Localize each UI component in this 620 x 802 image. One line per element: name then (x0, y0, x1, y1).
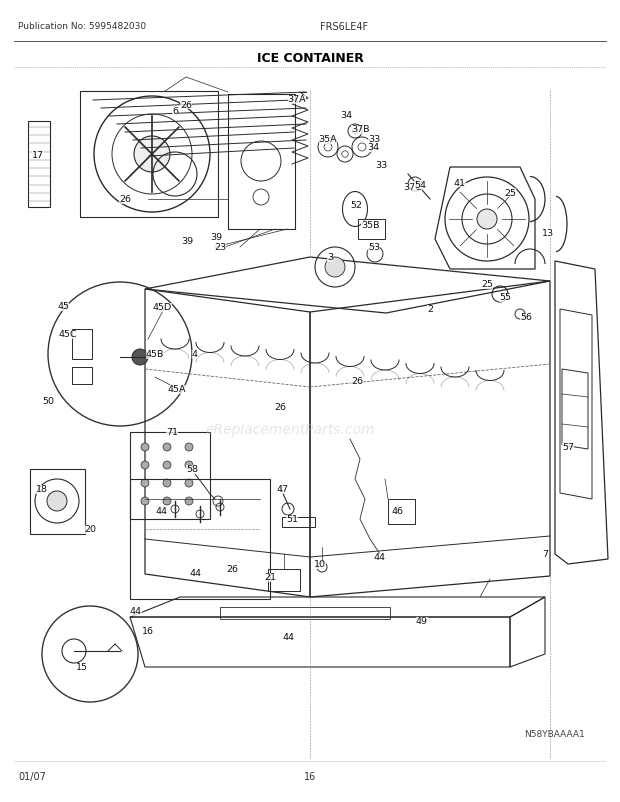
Text: 26: 26 (180, 100, 192, 109)
Text: 47: 47 (277, 485, 289, 494)
Text: 01/07: 01/07 (18, 771, 46, 781)
Circle shape (185, 480, 193, 488)
Circle shape (132, 350, 148, 366)
Circle shape (163, 444, 171, 452)
Text: 35A: 35A (319, 136, 337, 144)
Text: 18: 18 (36, 485, 48, 494)
Text: 37A: 37A (288, 95, 306, 104)
Text: 33: 33 (368, 136, 380, 144)
Circle shape (141, 480, 149, 488)
Text: 45: 45 (57, 302, 69, 311)
Text: eReplacementParts.com: eReplacementParts.com (205, 423, 374, 436)
Circle shape (163, 480, 171, 488)
Text: 34: 34 (340, 111, 352, 119)
Text: 44: 44 (130, 607, 142, 616)
Text: 26: 26 (351, 377, 363, 386)
Circle shape (325, 257, 345, 277)
Text: 58: 58 (186, 465, 198, 474)
Circle shape (163, 461, 171, 469)
Text: 16: 16 (304, 771, 316, 781)
Text: Publication No: 5995482030: Publication No: 5995482030 (18, 22, 146, 31)
Text: 45B: 45B (146, 350, 164, 359)
Text: 55: 55 (499, 294, 511, 302)
Text: 23: 23 (214, 243, 226, 252)
Text: 52: 52 (350, 200, 362, 209)
Text: 41: 41 (454, 178, 466, 187)
Text: 44: 44 (374, 553, 386, 561)
Text: 26: 26 (274, 403, 286, 412)
Text: ICE CONTAINER: ICE CONTAINER (257, 52, 363, 65)
Text: 44: 44 (189, 569, 201, 577)
Text: 45A: 45A (168, 385, 186, 394)
Text: 35B: 35B (361, 221, 379, 229)
Text: 33: 33 (375, 160, 387, 169)
Text: FRS6LE4F: FRS6LE4F (320, 22, 368, 32)
Text: 21: 21 (264, 573, 276, 581)
Text: 6: 6 (172, 107, 178, 116)
Text: 50: 50 (42, 397, 54, 406)
Text: 45C: 45C (59, 330, 78, 339)
Text: 20: 20 (84, 525, 96, 534)
Text: 45D: 45D (153, 303, 172, 312)
Text: 39: 39 (210, 233, 222, 241)
Text: 25: 25 (481, 280, 493, 290)
Text: 16: 16 (142, 626, 154, 636)
Text: 71: 71 (166, 428, 178, 437)
Text: 15: 15 (76, 662, 88, 671)
Text: 10: 10 (314, 560, 326, 569)
Circle shape (47, 492, 67, 512)
Text: 7: 7 (542, 550, 548, 559)
Text: 2: 2 (427, 305, 433, 314)
Text: 3: 3 (327, 253, 333, 262)
Text: N58YBAAAA1: N58YBAAAA1 (525, 729, 585, 738)
Circle shape (134, 137, 170, 172)
Text: 44: 44 (156, 507, 168, 516)
Text: 54: 54 (414, 180, 426, 189)
Text: 25: 25 (504, 188, 516, 197)
Circle shape (141, 444, 149, 452)
Circle shape (477, 210, 497, 229)
Text: 53: 53 (368, 243, 380, 252)
Text: 44: 44 (283, 633, 295, 642)
Text: 56: 56 (520, 313, 532, 322)
Text: 34: 34 (367, 144, 379, 152)
Circle shape (185, 444, 193, 452)
Text: 17: 17 (32, 150, 44, 160)
Circle shape (163, 497, 171, 505)
Circle shape (141, 461, 149, 469)
Text: 49: 49 (416, 617, 428, 626)
Text: 39: 39 (181, 237, 193, 246)
Text: 26: 26 (226, 565, 238, 573)
Text: 4: 4 (192, 350, 198, 359)
Text: 51: 51 (286, 515, 298, 524)
Text: 57: 57 (562, 443, 574, 452)
Circle shape (185, 461, 193, 469)
Text: 37C: 37C (404, 184, 422, 192)
Text: 37B: 37B (351, 125, 370, 134)
Circle shape (141, 497, 149, 505)
Text: 26: 26 (119, 195, 131, 205)
Text: 13: 13 (542, 229, 554, 237)
Text: 46: 46 (392, 507, 404, 516)
Circle shape (185, 497, 193, 505)
